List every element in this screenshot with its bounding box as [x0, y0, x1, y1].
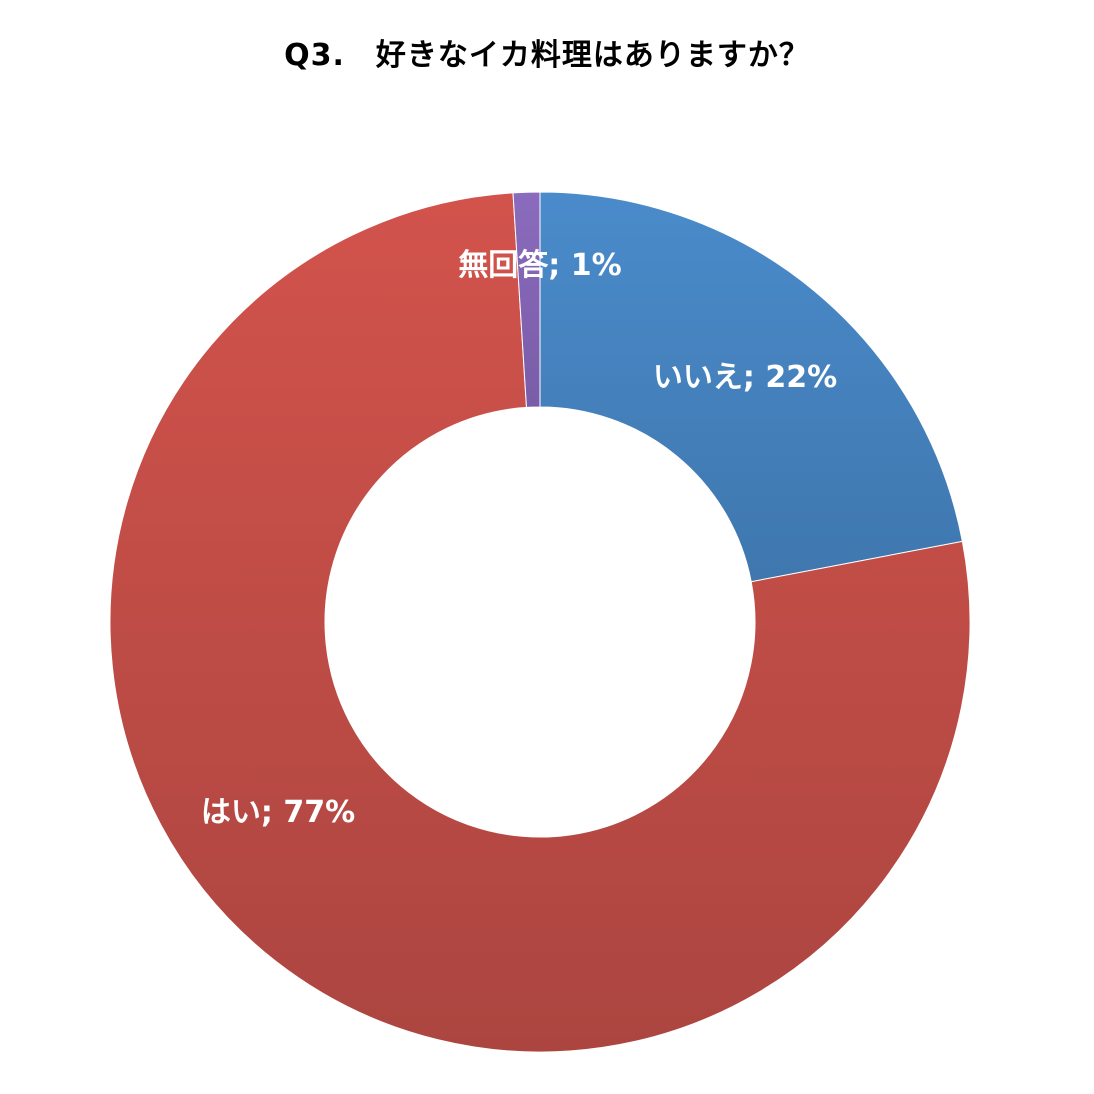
slice-label-2: 無回答; 1% [458, 248, 621, 283]
slice-label-0: いいえ; 22% [653, 360, 837, 395]
slice-label-1: はい; 77% [201, 795, 355, 830]
donut-slices [109, 191, 971, 1053]
slice-1 [109, 192, 971, 1053]
slice-0 [539, 191, 963, 583]
chart-title: Q3. 好きなイカ料理はありますか？ [284, 38, 810, 73]
donut-labels: いいえ; 22% はい; 77% 無回答; 1% [201, 248, 837, 830]
slice-2 [512, 191, 541, 408]
